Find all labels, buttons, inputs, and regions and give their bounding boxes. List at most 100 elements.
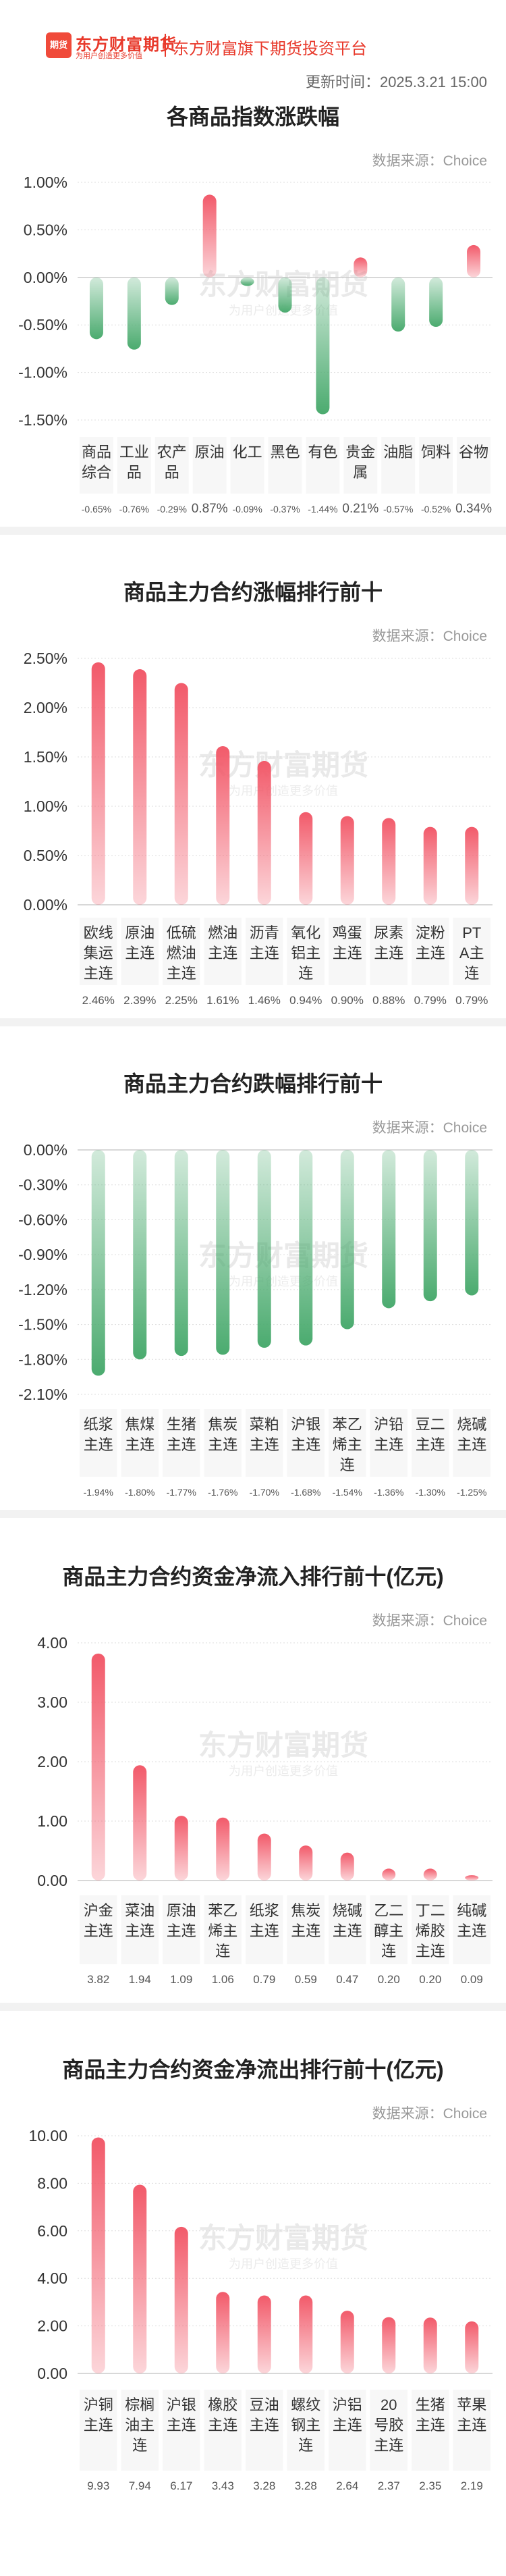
y-tick-label: 8.00 <box>37 2174 67 2192</box>
category-label: 纸浆 <box>250 1902 279 1919</box>
bar <box>202 194 217 278</box>
category-label: 主连 <box>374 945 403 962</box>
y-tick-label: -0.50% <box>18 316 67 334</box>
data-value-label: 0.09 <box>461 1973 483 1986</box>
data-value-label: 3.28 <box>253 2479 275 2492</box>
section-divider <box>0 1018 506 1026</box>
category-label-background <box>268 437 302 494</box>
category-label: 黑色 <box>270 444 300 461</box>
category-label-background <box>453 918 490 985</box>
category-label: 苹果 <box>457 2396 486 2413</box>
bar <box>354 257 368 278</box>
category-label: 沪金 <box>84 1902 113 1919</box>
category-label: 主连 <box>374 2437 403 2454</box>
category-label-background <box>204 2390 242 2471</box>
category-label: 主连 <box>457 1436 486 1453</box>
y-tick-label: -0.90% <box>18 1246 67 1263</box>
bar <box>467 244 481 278</box>
category-label-background <box>80 1409 117 1477</box>
category-label-background <box>117 437 151 494</box>
category-label: 氧化 <box>291 924 320 941</box>
section-title-index-change: 各商品指数涨跌幅 <box>166 105 339 129</box>
category-label-background <box>306 437 340 494</box>
category-label: 生猪 <box>416 2396 445 2413</box>
data-value-label: 2.46% <box>82 994 115 1007</box>
category-label: 油脂 <box>383 444 413 461</box>
category-label: 沪铜 <box>84 2396 113 2413</box>
category-label-background <box>80 918 117 985</box>
category-label: 沪铅 <box>374 1416 403 1433</box>
category-label-background <box>287 1895 325 1964</box>
category-label: 乙二 <box>374 1902 403 1919</box>
bar <box>391 277 405 332</box>
category-label-background <box>163 1895 200 1964</box>
category-label: 苯乙 <box>333 1416 362 1433</box>
watermark-text: 东方财富期货 <box>198 1729 368 1761</box>
y-tick-label: 10.00 <box>28 2127 67 2145</box>
bar <box>423 1868 437 1881</box>
section-source-top-losers: 数据来源：Choice <box>372 1120 487 1136</box>
data-value-label: 1.94 <box>129 1973 151 1986</box>
category-label-background <box>246 1409 283 1477</box>
y-tick-label: 2.00% <box>24 699 67 716</box>
bar <box>465 2321 479 2373</box>
bar <box>340 1852 354 1881</box>
category-label: 主连 <box>333 945 362 962</box>
category-label: 橡胶 <box>208 2396 237 2413</box>
brand-logo-icon: 期货 <box>46 32 72 58</box>
category-label: 属 <box>353 464 368 481</box>
category-label-background <box>457 437 490 494</box>
category-label: 铝主 <box>291 945 320 962</box>
category-label-background <box>204 918 242 985</box>
category-label: 棕榈 <box>125 2396 154 2413</box>
bar <box>423 1150 437 1302</box>
category-label: 生猪 <box>167 1416 196 1433</box>
category-label-background <box>154 437 189 494</box>
y-tick-label: -1.20% <box>18 1281 67 1298</box>
data-value-label: 0.79 <box>253 1973 275 1986</box>
category-label: 尿素 <box>374 924 403 941</box>
category-label-background <box>287 918 325 985</box>
brand-tagline: 为用户创造更多价值 <box>76 52 142 60</box>
category-label: 谷物 <box>459 444 488 461</box>
category-label: 主连 <box>167 2417 196 2434</box>
category-label: 沪银 <box>291 1416 320 1433</box>
category-label: 主连 <box>250 945 279 962</box>
category-label: 工业 <box>119 444 149 461</box>
y-tick-label: 2.00 <box>37 2317 67 2335</box>
category-label: 淀粉 <box>416 924 445 941</box>
data-value-label: 0.20 <box>419 1973 441 1986</box>
bar <box>382 2317 396 2373</box>
section-title-top-losers: 商品主力合约跌幅排行前十 <box>123 1072 383 1096</box>
bar <box>91 1653 105 1881</box>
category-label: 连 <box>464 965 479 982</box>
section-source-net-inflow: 数据来源：Choice <box>372 1613 487 1629</box>
category-label: 主连 <box>333 1922 362 1939</box>
category-label-background <box>287 1409 325 1477</box>
category-label: 品 <box>127 464 142 481</box>
bar <box>133 2184 147 2373</box>
category-label: 主连 <box>208 2417 237 2434</box>
category-label: 纸浆 <box>84 1416 113 1433</box>
category-label: 主连 <box>291 1922 320 1939</box>
category-label: 菜粕 <box>250 1416 279 1433</box>
bar <box>299 812 313 905</box>
category-label: 主连 <box>84 2417 113 2434</box>
category-label: 主连 <box>125 1922 154 1939</box>
data-value-label: 9.93 <box>87 2479 109 2492</box>
category-label: 综合 <box>82 464 111 481</box>
data-value-label: 0.20 <box>378 1973 400 1986</box>
y-tick-label: 0.00 <box>37 1872 67 1889</box>
section-title-top-gainers: 商品主力合约涨幅排行前十 <box>123 580 383 604</box>
data-value-label: 3.43 <box>212 2479 234 2492</box>
category-label: 沪铝 <box>333 2396 362 2413</box>
category-label: 豆二 <box>416 1416 445 1433</box>
category-label-background <box>329 1409 366 1477</box>
top-gainers-chart: 东方财富期货为用户创造更多价值2.50%2.00%1.50%1.00%0.50%… <box>24 650 493 1007</box>
category-label-background <box>246 1895 283 1964</box>
category-label-background <box>204 1409 242 1477</box>
bar <box>465 826 479 905</box>
category-label-background <box>370 1895 407 1964</box>
category-label-background <box>204 1895 242 1964</box>
category-label: 连 <box>340 1456 355 1473</box>
